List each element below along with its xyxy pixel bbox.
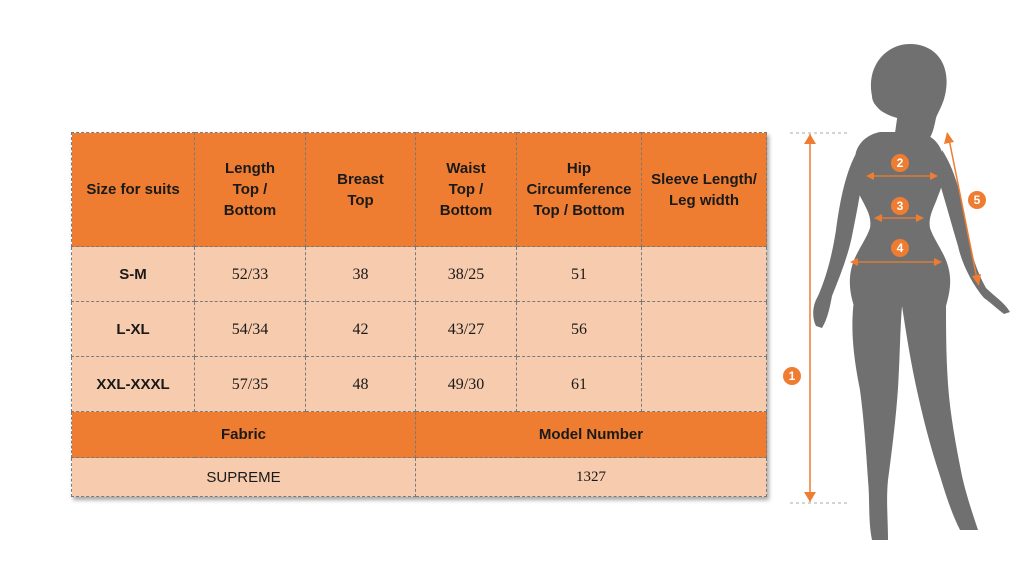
hip-cell: 51 — [516, 246, 642, 302]
size-cell: XXL-XXXL — [71, 356, 195, 412]
sleeve-measure-line — [944, 132, 981, 286]
breast-cell: 48 — [305, 356, 416, 412]
waist-measure-line — [874, 214, 924, 222]
size-cell: S-M — [71, 246, 195, 302]
header-waist: Waist Top / Bottom — [415, 132, 517, 247]
size-cell: L-XL — [71, 301, 195, 357]
marker-1: 1 — [783, 367, 801, 385]
table-row: L-XL 54/34 42 43/27 56 — [71, 301, 767, 357]
body-measurement-figure: 1 2 3 4 5 — [783, 44, 1010, 540]
hip-cell: 61 — [516, 356, 642, 412]
fabric-value: SUPREME — [71, 457, 416, 497]
model-number-value: 1327 — [415, 457, 767, 497]
model-number-label: Model Number — [415, 411, 767, 458]
breast-measure-line — [866, 172, 938, 180]
hip-cell: 56 — [516, 301, 642, 357]
length-cell: 52/33 — [194, 246, 306, 302]
marker-3: 3 — [891, 197, 909, 215]
svg-text:4: 4 — [897, 241, 904, 255]
header-hip: Hip Circumference Top / Bottom — [516, 132, 642, 247]
marker-4: 4 — [891, 239, 909, 257]
info-header-row: Fabric Model Number — [71, 411, 767, 458]
sleeve-cell — [641, 356, 767, 412]
marker-2: 2 — [891, 154, 909, 172]
body-silhouette — [813, 44, 1010, 540]
svg-text:5: 5 — [974, 193, 981, 207]
svg-text:1: 1 — [789, 369, 796, 383]
sleeve-cell — [641, 301, 767, 357]
size-chart-table: Size for suits Length Top / Bottom Breast T… — [71, 132, 767, 497]
length-cell: 54/34 — [194, 301, 306, 357]
waist-cell: 43/27 — [415, 301, 517, 357]
header-sleeve: Sleeve Length/Leg width — [641, 132, 767, 247]
table-row: S-M 52/33 38 38/25 51 — [71, 246, 767, 302]
sleeve-cell — [641, 246, 767, 302]
table-row: XXL-XXXL 57/35 48 49/30 61 — [71, 356, 767, 412]
header-length: Length Top / Bottom — [194, 132, 306, 247]
waist-cell: 49/30 — [415, 356, 517, 412]
height-measure-line — [804, 134, 816, 502]
svg-text:2: 2 — [897, 156, 904, 170]
length-cell: 57/35 — [194, 356, 306, 412]
svg-text:3: 3 — [897, 199, 904, 213]
breast-cell: 42 — [305, 301, 416, 357]
info-value-row: SUPREME 1327 — [71, 457, 767, 497]
hip-measure-line — [850, 258, 942, 266]
waist-cell: 38/25 — [415, 246, 517, 302]
header-breast: Breast Top — [305, 132, 416, 247]
fabric-label: Fabric — [71, 411, 416, 458]
header-size: Size for suits — [71, 132, 195, 247]
breast-cell: 38 — [305, 246, 416, 302]
table-header-row: Size for suits Length Top / Bottom Breast T… — [71, 132, 767, 247]
marker-5: 5 — [968, 191, 986, 209]
